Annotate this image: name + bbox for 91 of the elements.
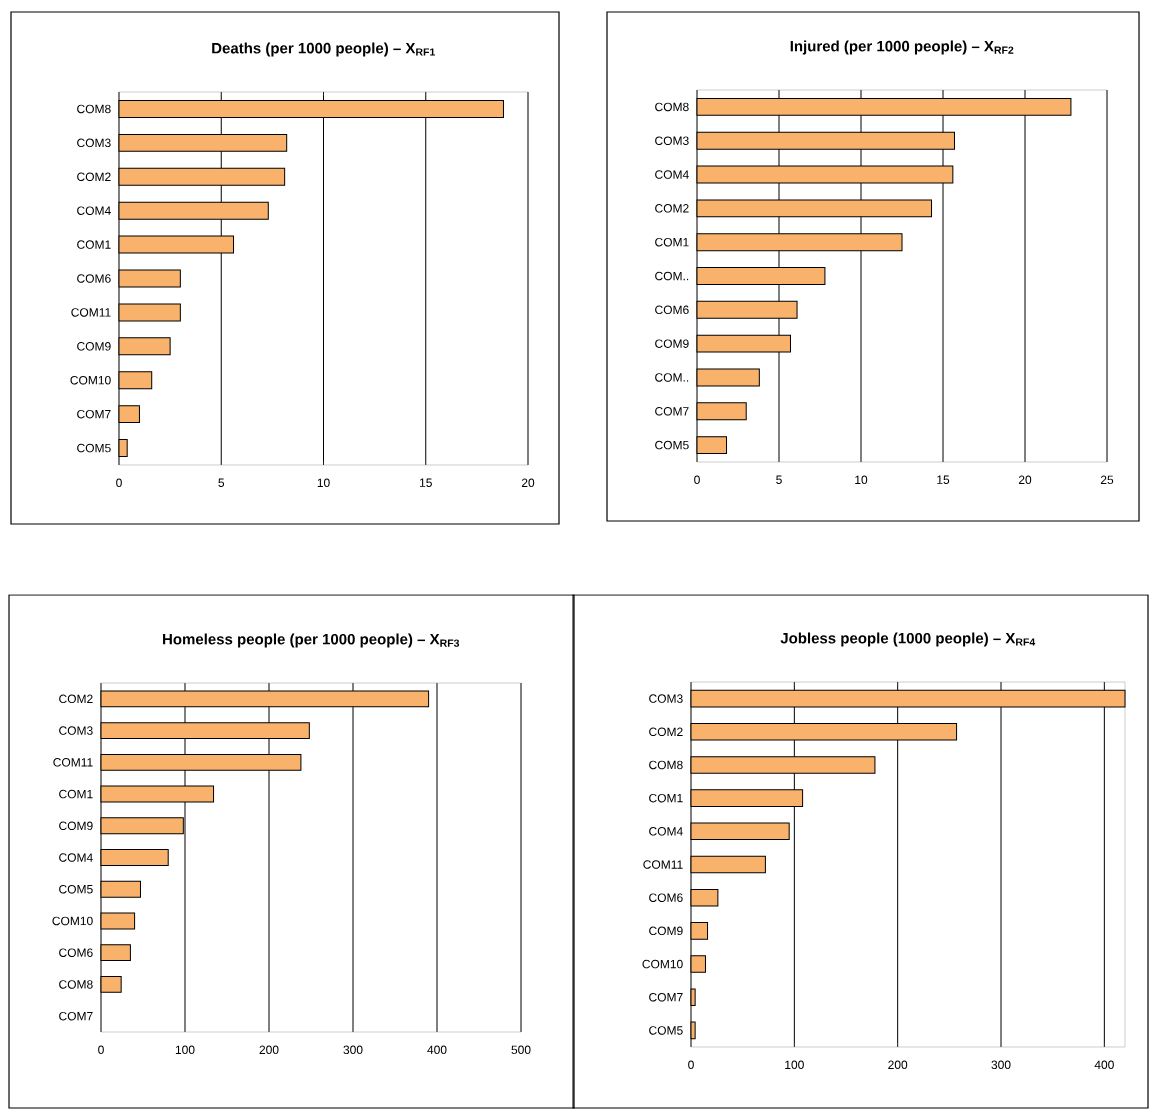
y-tick-label: COM7 — [655, 407, 689, 416]
x-tick-label: 20 — [521, 478, 535, 488]
y-tick-label: COM4 — [59, 853, 93, 862]
chart-title: Deaths (per 1000 people) – X$_{RF1}$ — [212, 42, 435, 57]
bar — [118, 337, 171, 356]
x-tick-label: 15 — [937, 475, 950, 484]
y-tick-label: COM1 — [649, 793, 683, 803]
bar — [696, 402, 747, 421]
bar — [690, 988, 696, 1007]
y-tick-label: COM2 — [649, 727, 683, 737]
y-tick-label: COM5 — [59, 884, 93, 894]
y-tick-label: COM11 — [71, 308, 111, 317]
bar — [696, 436, 728, 455]
y-tick-label: COM5 — [649, 1026, 683, 1035]
y-tick-label: COM2 — [655, 204, 689, 213]
bar — [696, 368, 760, 387]
x-tick-label: 5 — [218, 478, 225, 487]
x-tick-label: 400 — [1094, 1060, 1114, 1070]
bar — [690, 888, 719, 907]
bar — [100, 944, 131, 962]
y-tick-label: COM3 — [655, 136, 689, 145]
x-tick-label: 15 — [419, 478, 432, 487]
x-tick-label: 300 — [991, 1060, 1011, 1070]
y-tick-label: COM10 — [52, 916, 93, 926]
x-tick-label: 10 — [855, 475, 868, 485]
y-tick-label: COM4 — [655, 170, 689, 179]
y-tick-label: COM8 — [649, 760, 683, 770]
y-tick-label: COM11 — [643, 860, 683, 869]
bar — [118, 269, 181, 288]
y-tick-label: COM9 — [59, 821, 93, 831]
bar — [100, 975, 122, 993]
y-tick-label: COM9 — [649, 926, 683, 936]
y-tick-label: COM8 — [77, 104, 111, 114]
y-tick-label: COM6 — [649, 893, 683, 902]
x-tick-label: 25 — [1100, 475, 1114, 485]
y-tick-label: COM3 — [649, 694, 683, 703]
bar — [690, 955, 706, 973]
y-tick-label: COM1 — [77, 240, 111, 249]
bar — [690, 922, 709, 940]
y-tick-label: COM8 — [59, 980, 93, 989]
y-tick-label: COM7 — [649, 992, 683, 1002]
y-tick-label: COM3 — [77, 138, 111, 148]
chart-title: Jobless people (1000 people) – X$_{RF4}$ — [780, 632, 1036, 647]
y-tick-label: COM.. — [655, 271, 689, 281]
bar — [118, 405, 140, 424]
x-tick-label: 100 — [175, 1045, 195, 1055]
y-tick-label: COM7 — [77, 409, 111, 419]
y-tick-label: COM.. — [655, 373, 689, 382]
bar — [118, 371, 153, 390]
x-tick-label: 0 — [116, 478, 122, 488]
y-tick-label: COM5 — [655, 440, 689, 450]
y-tick-label: COM4 — [649, 827, 683, 836]
bar — [100, 912, 136, 930]
y-tick-label: COM10 — [70, 375, 111, 385]
y-tick-label: COM11 — [53, 758, 93, 767]
x-tick-label: 0 — [694, 475, 700, 485]
bar — [100, 849, 169, 866]
y-tick-label: COM5 — [77, 443, 111, 453]
y-tick-label: COM7 — [59, 1011, 93, 1021]
x-tick-label: 0 — [688, 1060, 694, 1070]
y-tick-label: COM6 — [59, 948, 93, 957]
bar — [690, 855, 766, 874]
x-tick-label: 300 — [343, 1045, 363, 1055]
x-tick-label: 400 — [427, 1045, 447, 1055]
y-tick-label: COM8 — [655, 102, 689, 112]
y-tick-label: COM10 — [642, 959, 683, 969]
x-tick-label: 5 — [776, 475, 782, 484]
bar — [100, 880, 141, 898]
bar — [690, 822, 790, 841]
chart-title: Injured (per 1000 people) – X$_{RF2}$ — [790, 40, 1014, 55]
bar — [118, 303, 181, 322]
y-tick-label: COM2 — [59, 694, 93, 704]
y-tick-label: COM6 — [655, 305, 689, 315]
y-tick-label: COM4 — [77, 206, 111, 215]
y-tick-label: COM1 — [59, 789, 93, 799]
chart-title: Homeless people (per 1000 people) – X$_{RF3}$ — [163, 633, 460, 648]
y-tick-label: COM3 — [59, 726, 93, 735]
y-tick-label: COM9 — [77, 342, 111, 351]
x-tick-label: 0 — [98, 1045, 104, 1055]
bar — [690, 1021, 696, 1040]
x-tick-label: 100 — [785, 1060, 804, 1070]
y-tick-label: COM9 — [655, 339, 689, 348]
x-tick-label: 10 — [317, 478, 330, 488]
y-tick-label: COM6 — [77, 274, 111, 283]
x-tick-label: 20 — [1018, 475, 1032, 485]
x-tick-label: 200 — [259, 1045, 279, 1055]
y-tick-label: COM1 — [655, 237, 689, 247]
x-tick-label: 500 — [511, 1045, 531, 1055]
bar — [118, 439, 128, 458]
x-tick-label: 200 — [888, 1060, 908, 1070]
y-tick-label: COM2 — [77, 172, 111, 182]
